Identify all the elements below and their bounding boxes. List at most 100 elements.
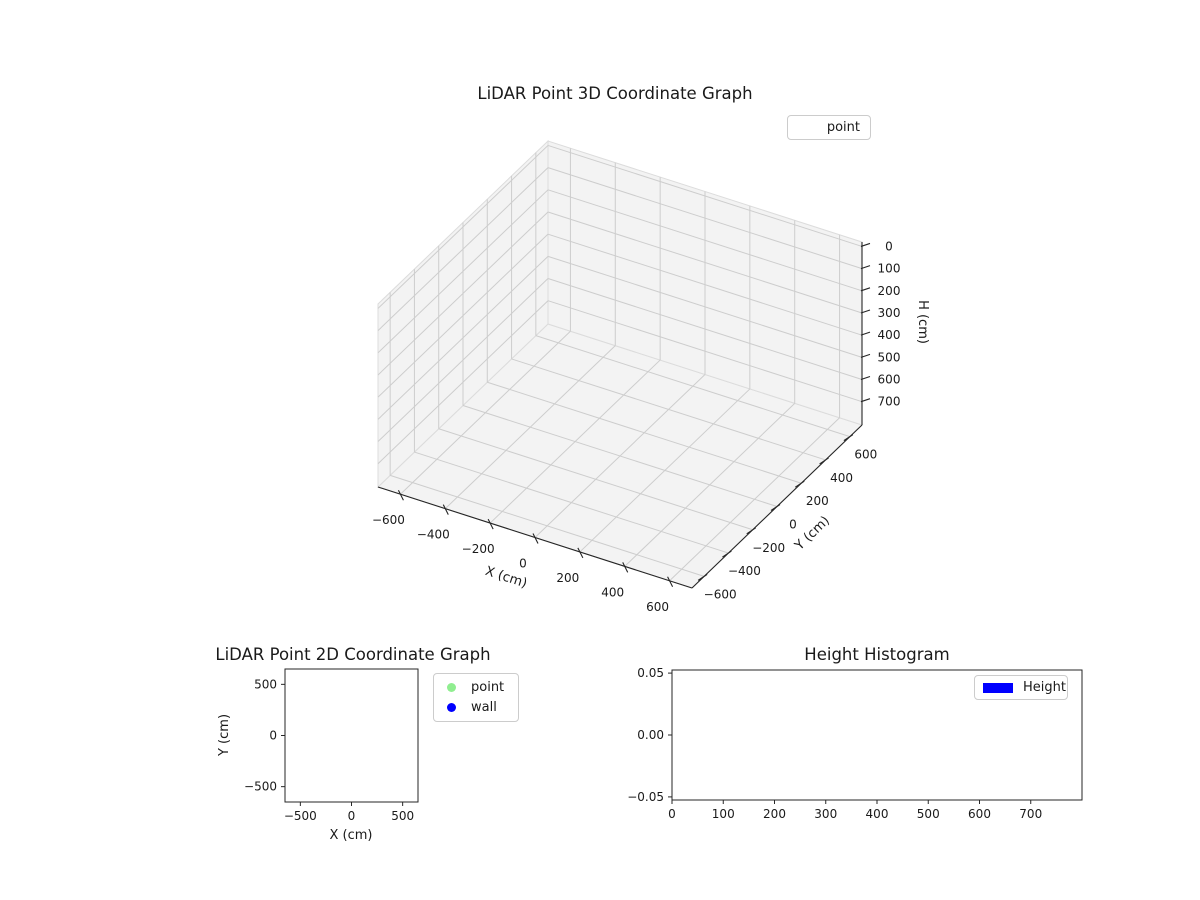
gridline [547,300,863,403]
y-axis-label: Y (cm) [792,513,833,554]
x-tick-label: 0 [668,807,676,821]
z-axis-label: H (cm) [915,300,930,344]
gridline [377,278,549,442]
z-tick [860,242,871,247]
plot-3d-legend: point [787,115,871,140]
gridline [547,255,863,358]
z-tick [860,353,871,358]
gridline [377,189,549,354]
x-tick-label: 100 [712,807,735,821]
x-tick [397,489,404,501]
gridline [547,278,863,381]
z-tick [860,376,871,381]
plot-2d-axes: −500 0 500 500 0 −500 [244,668,419,823]
z-tick [860,265,871,270]
x-tick-label: 200 [556,571,579,585]
y-tick-label: 0 [269,729,277,743]
z-tick-label: 0 [885,239,893,253]
legend-point-label: point [826,120,860,135]
x-tick-label: −500 [284,809,317,823]
gridline [377,145,549,309]
gridline [377,167,549,331]
y-tick-label: 500 [254,677,277,691]
y-tick-label: 0.05 [637,666,664,680]
x-tick-label: 400 [601,585,624,599]
plot-3d-axes: −600−400−2000200400600−600−400−200020040… [372,139,930,614]
z-tick [860,331,871,336]
x-tick-label: 500 [917,807,940,821]
z-tick-label: 100 [878,262,901,276]
gridline [535,335,851,438]
z-tick-label: 700 [878,395,901,409]
histogram-legend: Height [974,675,1068,700]
plot-2d-legend: point wall [433,673,519,722]
plot-2d-ylabel: Y (cm) [217,713,232,757]
gridline [547,211,863,314]
z-tick-label: 200 [878,284,901,298]
x-tick [577,547,584,559]
x-tick-label: 500 [391,809,414,823]
wall-marker-icon [447,703,456,712]
height-marker-icon [983,682,1013,693]
z-tick-label: 500 [878,350,901,364]
y-tick [794,480,805,488]
y-tick-label: −400 [728,564,761,578]
y-tick [722,550,732,558]
x-tick [667,576,674,588]
gridline [389,474,705,577]
gridline [487,381,802,484]
y-tick-label: −600 [704,587,737,601]
legend-point-label: point [471,680,505,695]
plot-frame [284,668,419,803]
x-tick-label: −400 [417,528,450,542]
gridline [377,300,549,465]
y-tick [697,573,708,581]
y-tick-label: −0.05 [627,790,664,804]
legend-height-label: Height [1023,680,1066,695]
gridline [414,451,729,554]
y-tick-label: −200 [752,541,785,555]
plot-2d-title: LiDAR Point 2D Coordinate Graph [215,645,491,664]
y-tick [770,504,781,511]
y-tick [746,527,757,535]
x-tick [487,518,494,530]
y-tick [819,457,829,465]
gridline [377,255,549,420]
gridline [377,211,549,376]
y-tick-label: 200 [806,494,829,508]
x-tick-label: −600 [372,513,405,527]
point-marker-icon [447,683,456,692]
gridline [511,358,826,461]
x-tick-label: 400 [866,807,889,821]
gridline [547,144,863,247]
legend-wall-label: wall [471,700,497,715]
plot-histogram-axes: 0 100 200 300 400 500 600 700 0.05 0.00 −0.05 [627,666,1083,821]
gridline [438,428,753,531]
x-tick [622,562,629,573]
z-tick [860,309,871,314]
plot-2d-xlabel: X (cm) [329,828,373,843]
legend-item-wall: wall [434,698,518,718]
y-tick-label: 0 [789,518,797,532]
x-tick-label: −200 [462,542,495,556]
z-tick-label: 300 [878,306,901,320]
x-tick-label: 0 [348,809,356,823]
x-tick-label: 600 [968,807,991,821]
z-tick [860,287,871,292]
x-tick [532,533,539,544]
x-tick-label: 300 [814,807,837,821]
histogram-title: Height Histogram [804,645,950,664]
y-tick-label: 600 [854,448,877,462]
gridline [377,233,549,398]
x-tick [442,504,449,515]
y-tick-label: 400 [830,471,853,485]
legend-item-point: point [434,678,518,698]
gridline [547,233,863,336]
plot-3d-title: LiDAR Point 3D Coordinate Graph [477,84,753,103]
gridline [462,405,778,507]
x-tick-label: 200 [763,807,786,821]
x-tick-label: 600 [646,600,669,614]
z-tick-label: 600 [878,373,901,387]
y-tick-label: 0.00 [637,728,664,742]
